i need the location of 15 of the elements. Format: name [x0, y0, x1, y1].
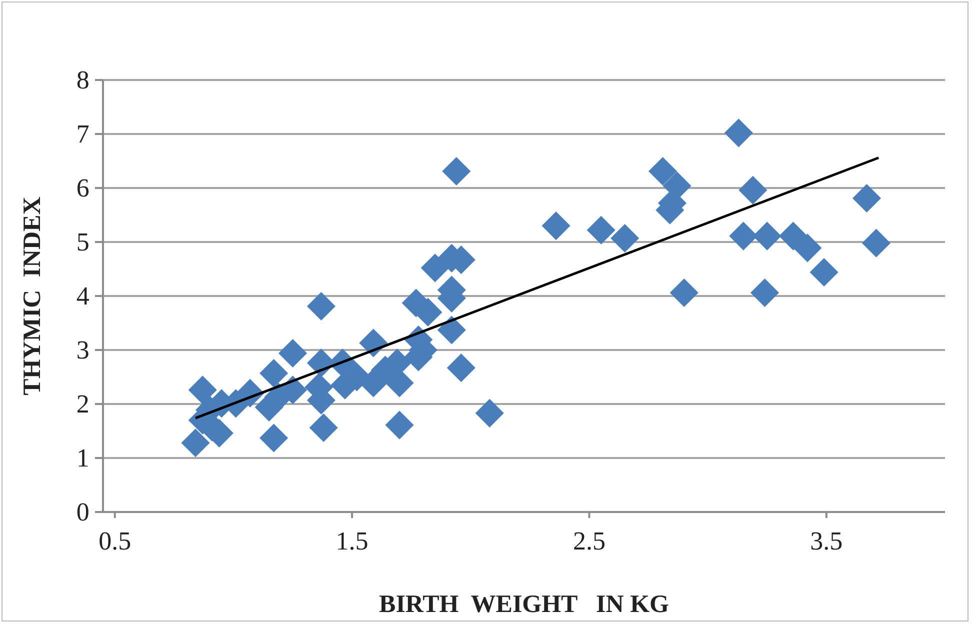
y-tick-label: 3: [76, 335, 90, 364]
y-tick-label: 2: [76, 389, 90, 418]
x-tick-label: 0.5: [98, 526, 132, 556]
y-axis-title: THYMIC INDEX: [19, 196, 46, 396]
y-tick-label: 1: [76, 443, 90, 472]
x-tick-label: 2.5: [572, 526, 606, 556]
y-tick-label: 5: [76, 227, 90, 256]
x-tick-label: 1.5: [336, 526, 368, 556]
y-tick-label: 8: [76, 65, 90, 94]
y-tick-label: 0: [76, 497, 90, 526]
x-axis-title: BIRTH WEIGHT IN KG: [379, 591, 669, 618]
x-tick-label: 3.5: [810, 526, 843, 556]
y-tick-label: 6: [76, 173, 90, 202]
y-tick-label: 4: [76, 281, 90, 310]
y-tick-label: 7: [76, 119, 90, 148]
